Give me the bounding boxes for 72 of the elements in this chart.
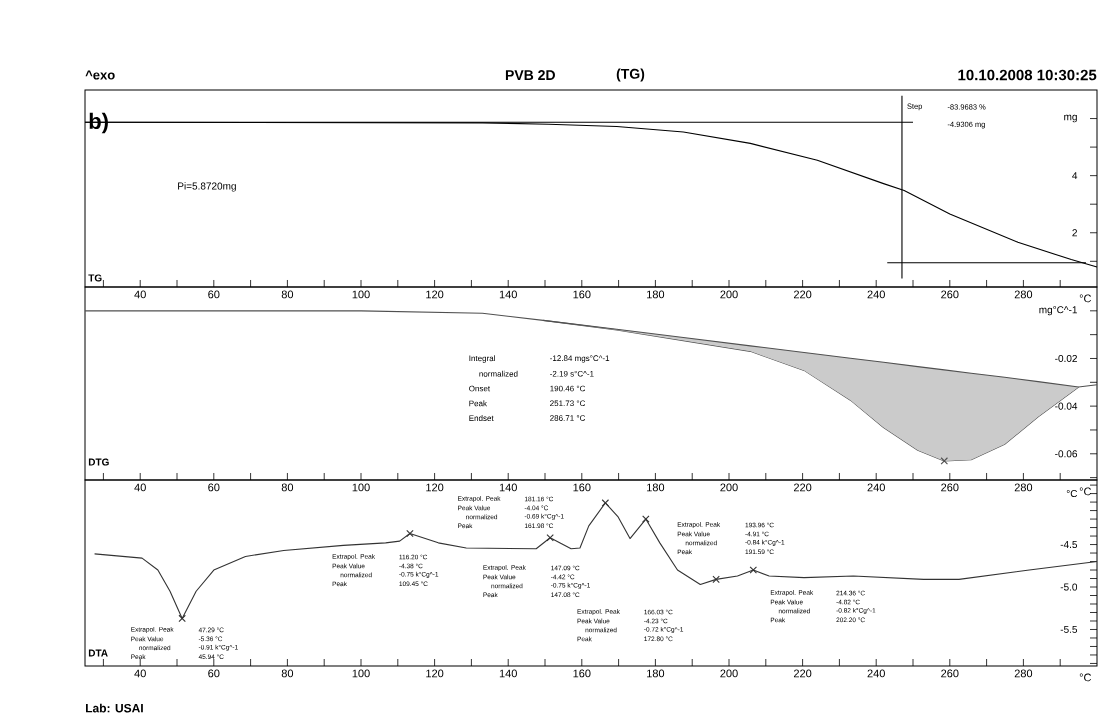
x-tick-label: 120: [426, 290, 444, 299]
annotation: normalized: [479, 370, 518, 377]
x-tick-label: 160: [573, 483, 591, 492]
chart-title: PVB 2D: [505, 70, 555, 80]
x-tick-label: 160: [573, 669, 591, 678]
x-tick-label: 280: [1014, 483, 1033, 492]
y-axis-title: mg°C^-1: [1039, 306, 1077, 316]
x-tick-label: 140: [499, 290, 517, 299]
text: ^exo: [85, 70, 115, 80]
x-tick-label: 220: [793, 290, 812, 299]
y-tick-label: -5.0: [1060, 583, 1078, 591]
x-tick-label: 280: [1014, 669, 1033, 678]
x-tick-label: 240: [867, 290, 885, 299]
x-tick-label: 220: [793, 669, 812, 678]
x-tick-label: 180: [647, 290, 665, 299]
y-tick-label: 2: [1072, 229, 1077, 237]
x-tick-label: 280: [1014, 290, 1033, 299]
annotation: DTG: [88, 458, 109, 466]
y-tick-label: -0.04: [1055, 402, 1078, 410]
x-tick-label: 40: [134, 290, 146, 299]
x-tick-label: 60: [208, 483, 220, 492]
annotation: 251.73 °C: [550, 400, 586, 407]
y-tick-label: 4: [1072, 172, 1078, 180]
x-tick-label: 100: [352, 290, 370, 299]
x-tick-label: 240: [867, 483, 885, 492]
x-tick-label: 100: [352, 483, 370, 492]
x-tick-label: 200: [720, 290, 738, 299]
y-tick-label: -0.06: [1055, 450, 1078, 458]
x-tick-label: 60: [208, 669, 220, 678]
x-tick-label: 260: [941, 483, 959, 492]
x-tick-label: 180: [647, 483, 665, 492]
text: Lab: USAI: [86, 703, 143, 713]
x-tick-label: 120: [426, 669, 444, 678]
x-tick-label: 140: [499, 483, 517, 492]
y-axis-title: mg: [1064, 114, 1077, 123]
text: 10.10.2008 10:30:25: [958, 69, 1097, 81]
x-tick-label: 220: [793, 483, 812, 492]
x-tick-label: 120: [426, 483, 444, 492]
x-axis-title: °C: [1079, 294, 1092, 303]
x-axis-title: °C: [1079, 487, 1092, 496]
x-tick-label: 160: [573, 290, 591, 299]
x-tick-label: 260: [941, 290, 959, 299]
annotation: -2.19 s°C^-1: [550, 370, 594, 377]
annotation: -12.84 mgs°C^-1: [550, 355, 610, 363]
x-tick-label: 100: [352, 669, 370, 678]
annotation: TG: [88, 274, 102, 282]
x-tick-label: 140: [499, 669, 517, 678]
x-tick-label: 40: [134, 483, 146, 492]
x-tick-label: 80: [281, 290, 294, 299]
x-tick-label: 260: [941, 669, 959, 678]
x-tick-label: 80: [281, 483, 294, 492]
annotation: 286.71 °C: [550, 415, 586, 421]
x-tick-label: 60: [208, 290, 220, 299]
annotation: Endset: [469, 415, 494, 421]
y-tick-label: -0.02: [1055, 354, 1077, 363]
annotation: Pi=5.8720mg: [178, 182, 236, 192]
annotation: 190.46 °C: [550, 385, 586, 392]
annotation: DTA: [88, 649, 108, 657]
x-tick-label: 200: [720, 483, 738, 492]
x-tick-label: 200: [720, 669, 738, 678]
x-tick-label: 40: [134, 669, 146, 678]
x-tick-label: 180: [647, 669, 665, 678]
x-tick-label: 80: [281, 669, 294, 678]
annotation: Onset: [469, 385, 491, 392]
y-tick-label: -4.5: [1060, 541, 1078, 549]
y-tick-label: -5.5: [1060, 625, 1078, 633]
x-axis-title: °C: [1079, 673, 1092, 682]
y-axis-title: °C: [1066, 490, 1078, 498]
x-tick-label: 240: [867, 669, 885, 678]
annotation: Peak: [469, 400, 487, 407]
annotation: Integral: [469, 355, 495, 363]
chart-subtitle: (TG): [616, 68, 645, 82]
